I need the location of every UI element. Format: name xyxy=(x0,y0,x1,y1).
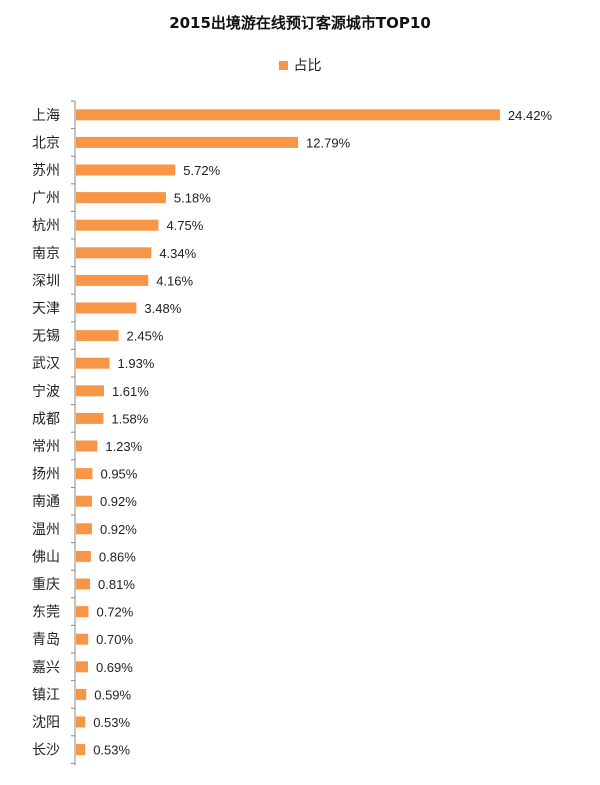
bar xyxy=(76,247,152,259)
bar xyxy=(76,192,166,204)
data-label: 0.59% xyxy=(94,687,131,702)
bar xyxy=(76,661,88,673)
category-label: 宁波 xyxy=(32,383,60,400)
bar xyxy=(76,495,92,507)
data-label: 24.42% xyxy=(508,108,553,123)
bar xyxy=(76,330,119,342)
category-label: 嘉兴 xyxy=(32,660,60,676)
category-label: 佛山 xyxy=(32,549,60,565)
category-label: 武汉 xyxy=(32,356,60,372)
data-label: 2.45% xyxy=(127,329,164,344)
category-label: 青岛 xyxy=(32,632,60,648)
legend-swatch xyxy=(278,60,288,70)
bar xyxy=(76,136,299,148)
category-label: 常州 xyxy=(32,439,60,455)
bar xyxy=(76,219,159,231)
category-label: 东莞 xyxy=(32,605,60,621)
data-label: 5.18% xyxy=(174,191,211,206)
data-label: 0.53% xyxy=(93,743,130,758)
category-label: 重庆 xyxy=(32,577,60,593)
data-label: 0.92% xyxy=(100,494,137,509)
category-label: 扬州 xyxy=(32,467,60,483)
bar xyxy=(76,550,91,562)
data-label: 3.48% xyxy=(144,301,181,316)
bar xyxy=(76,523,92,535)
data-label: 5.72% xyxy=(183,163,220,178)
data-label: 1.93% xyxy=(118,356,155,371)
bar xyxy=(76,357,110,369)
category-label: 杭州 xyxy=(32,218,60,234)
bar xyxy=(76,688,87,700)
data-label: 0.81% xyxy=(98,577,135,592)
category-label: 长沙 xyxy=(32,743,60,759)
category-label: 北京 xyxy=(32,135,60,151)
bar xyxy=(76,274,149,286)
category-label: 镇江 xyxy=(32,687,60,703)
data-label: 0.69% xyxy=(96,660,133,675)
bar xyxy=(76,302,137,314)
data-label: 1.23% xyxy=(105,439,142,454)
data-label: 4.34% xyxy=(159,246,196,261)
category-label: 无锡 xyxy=(32,329,60,345)
data-label: 0.95% xyxy=(100,467,137,482)
bar xyxy=(76,164,176,176)
data-label: 1.58% xyxy=(111,411,148,426)
bar xyxy=(76,744,86,756)
bar xyxy=(76,440,98,452)
category-label: 南京 xyxy=(32,246,60,262)
category-label: 深圳 xyxy=(32,273,60,289)
data-label: 12.79% xyxy=(306,135,351,150)
bar xyxy=(76,109,500,121)
chart-title: 2015出境游在线预订客源城市TOP10 xyxy=(169,14,431,32)
category-label: 上海 xyxy=(32,108,60,124)
data-label: 4.16% xyxy=(156,273,193,288)
bar xyxy=(76,468,93,480)
category-label: 南通 xyxy=(32,494,60,510)
legend-label: 占比 xyxy=(293,58,322,74)
category-label: 成都 xyxy=(32,411,60,427)
data-label: 0.70% xyxy=(96,632,133,647)
category-label: 广州 xyxy=(32,191,60,207)
data-label: 0.92% xyxy=(100,522,137,537)
bar xyxy=(76,716,86,728)
data-label: 0.53% xyxy=(93,715,130,730)
data-label: 0.72% xyxy=(96,605,133,620)
data-label: 0.86% xyxy=(99,549,136,564)
bar xyxy=(76,385,104,397)
bar xyxy=(76,412,104,424)
category-label: 沈阳 xyxy=(32,715,60,731)
bar xyxy=(76,606,89,618)
data-label: 4.75% xyxy=(166,218,203,233)
category-label: 温州 xyxy=(32,522,60,538)
data-label: 1.61% xyxy=(112,384,149,399)
bar xyxy=(76,633,89,645)
category-label: 天津 xyxy=(32,301,60,317)
category-label: 苏州 xyxy=(32,163,60,179)
legend: 占比 xyxy=(0,55,600,75)
bar xyxy=(76,578,91,590)
